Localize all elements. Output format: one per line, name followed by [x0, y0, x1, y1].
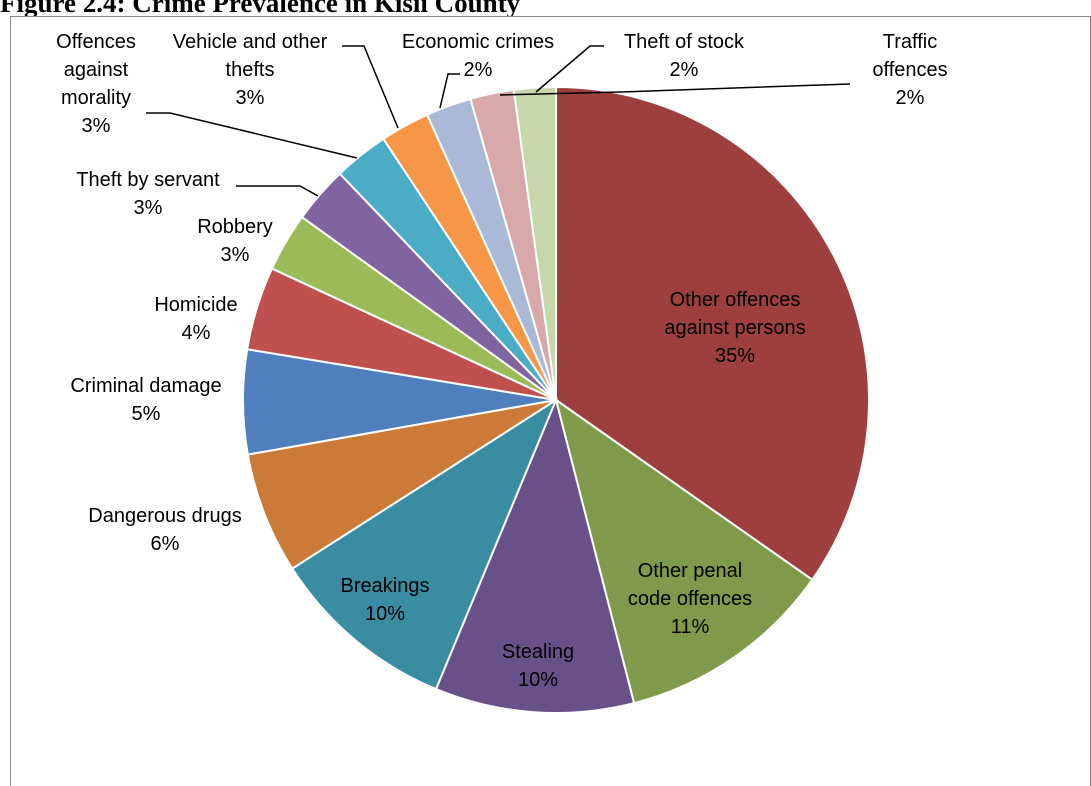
leader-line-theft-by-servant: [236, 185, 319, 197]
slice-label-theft-by-servant: Theft by servant 3%: [76, 169, 220, 219]
slice-label-offences-against-morality: Offences against morality 3%: [56, 31, 136, 137]
slice-label-homicide: Homicide 4%: [154, 294, 237, 344]
pie-slice-other-offences-against-persons: [555, 85, 870, 582]
slice-label-robbery: Robbery 3%: [197, 216, 273, 266]
slice-label-theft-of-stock: Theft of stock 2%: [624, 31, 745, 81]
slice-label-vehicle-and-other-thefts: Vehicle and other thefts 3%: [173, 31, 328, 109]
leader-line-offences-against-morality: [146, 112, 358, 159]
pie-slice-breakings: [290, 397, 559, 691]
slice-label-criminal-damage: Criminal damage 5%: [70, 375, 221, 425]
slice-label-other-offences-against-persons: Other offences against persons 35%: [664, 289, 805, 367]
slice-label-traffic-offences: Traffic offences 2%: [872, 31, 947, 109]
slice-label-other-penal-code-offences: Other penal code offences 11%: [628, 560, 752, 638]
leader-line-vehicle-and-other-thefts: [342, 45, 399, 129]
pie-slice-stealing: [434, 396, 636, 714]
slice-label-dangerous-drugs: Dangerous drugs 6%: [88, 505, 241, 555]
figure-caption: Figure 2.4: Crime Prevalence in Kisii Co…: [0, 0, 521, 17]
pie-slice-dangerous-drugs: [246, 399, 557, 570]
pie-slice-other-penal-code-offences: [554, 397, 814, 705]
slice-label-stealing: Stealing 10%: [502, 641, 574, 691]
slice-label-breakings: Breakings 10%: [341, 575, 430, 625]
leader-line-traffic-offences: [499, 83, 851, 96]
slice-label-economic-crimes: Economic crimes 2%: [402, 31, 554, 81]
leader-line-theft-of-stock: [535, 45, 604, 93]
leader-line-economic-crimes: [439, 73, 460, 109]
pie-slice-traffic-offences: [512, 85, 557, 401]
